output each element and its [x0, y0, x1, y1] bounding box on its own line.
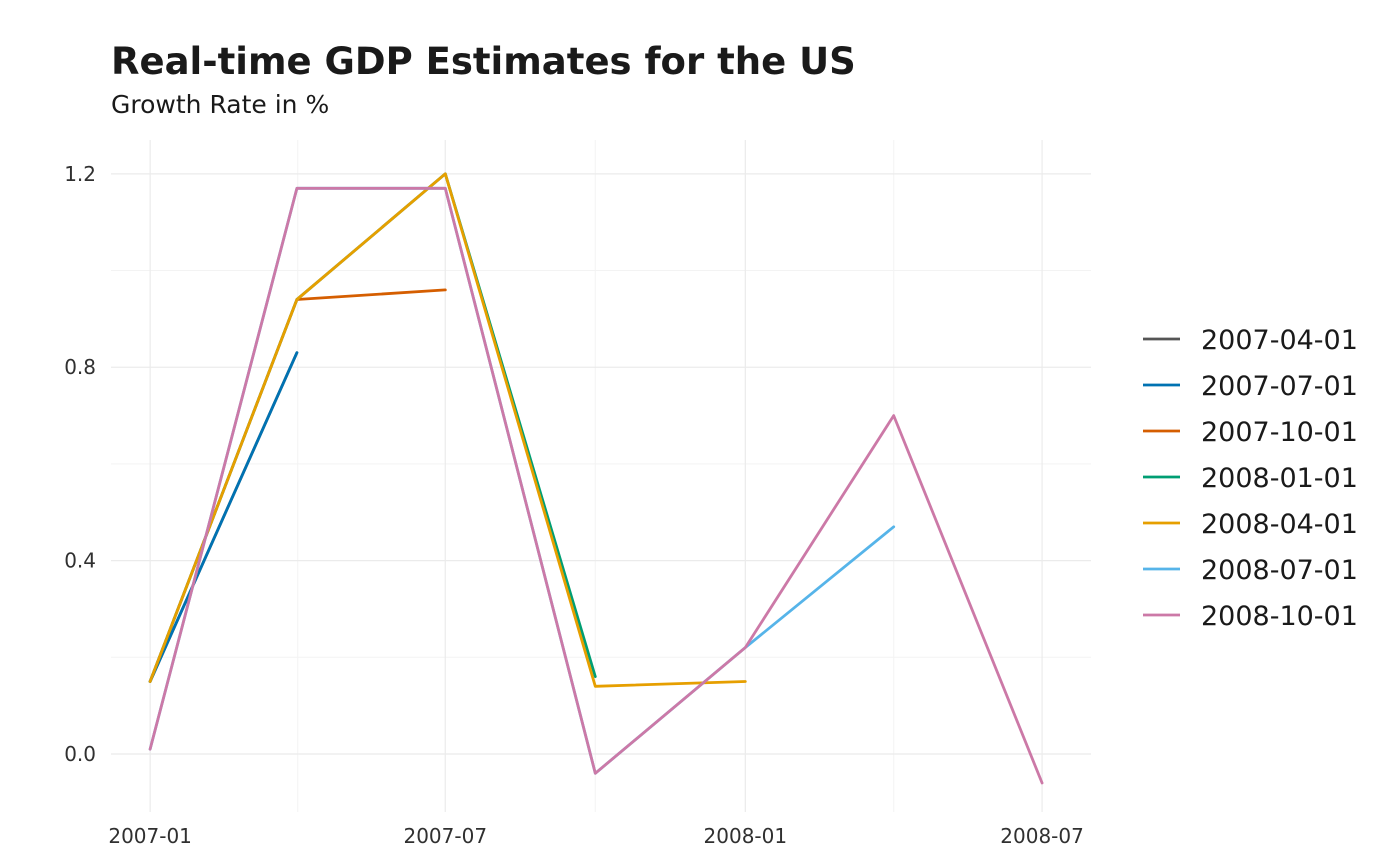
legend-label: 2008-04-01	[1201, 509, 1358, 540]
x-tick-label: 2008-07	[1000, 824, 1084, 848]
legend: 2007-04-01 2007-07-01 2007-10-01 2008-01-01…	[1143, 325, 1358, 632]
legend-label: 2007-07-01	[1201, 371, 1358, 402]
axis-labels: 0.0 0.4 0.8 1.2 2007-01 2007-07 2008-01 2008-07	[64, 162, 1084, 848]
series-line-2008-07-01	[148, 186, 896, 775]
y-tick-label: 0.8	[64, 355, 96, 379]
chart-title: Real-time GDP Estimates for the US	[111, 40, 856, 83]
series-line-2008-01-01	[148, 172, 597, 683]
legend-label: 2007-10-01	[1201, 417, 1358, 448]
x-tick-label: 2007-07	[403, 824, 487, 848]
y-tick-label: 1.2	[64, 162, 96, 186]
legend-label: 2008-10-01	[1201, 601, 1358, 632]
series-lines	[148, 172, 1044, 785]
series-line-2007-07-01	[148, 351, 299, 683]
series-line-2008-10-01	[148, 186, 1044, 785]
x-tick-label: 2007-01	[108, 824, 192, 848]
legend-label: 2007-04-01	[1201, 325, 1358, 356]
series-line-2008-04-01	[148, 172, 747, 688]
grid-lines	[111, 140, 1091, 812]
legend-label: 2008-01-01	[1201, 463, 1358, 494]
y-tick-label: 0.4	[64, 549, 96, 573]
y-tick-label: 0.0	[64, 742, 96, 766]
chart-subtitle: Growth Rate in %	[111, 90, 330, 119]
legend-label: 2008-07-01	[1201, 555, 1358, 586]
x-tick-label: 2008-01	[704, 824, 788, 848]
